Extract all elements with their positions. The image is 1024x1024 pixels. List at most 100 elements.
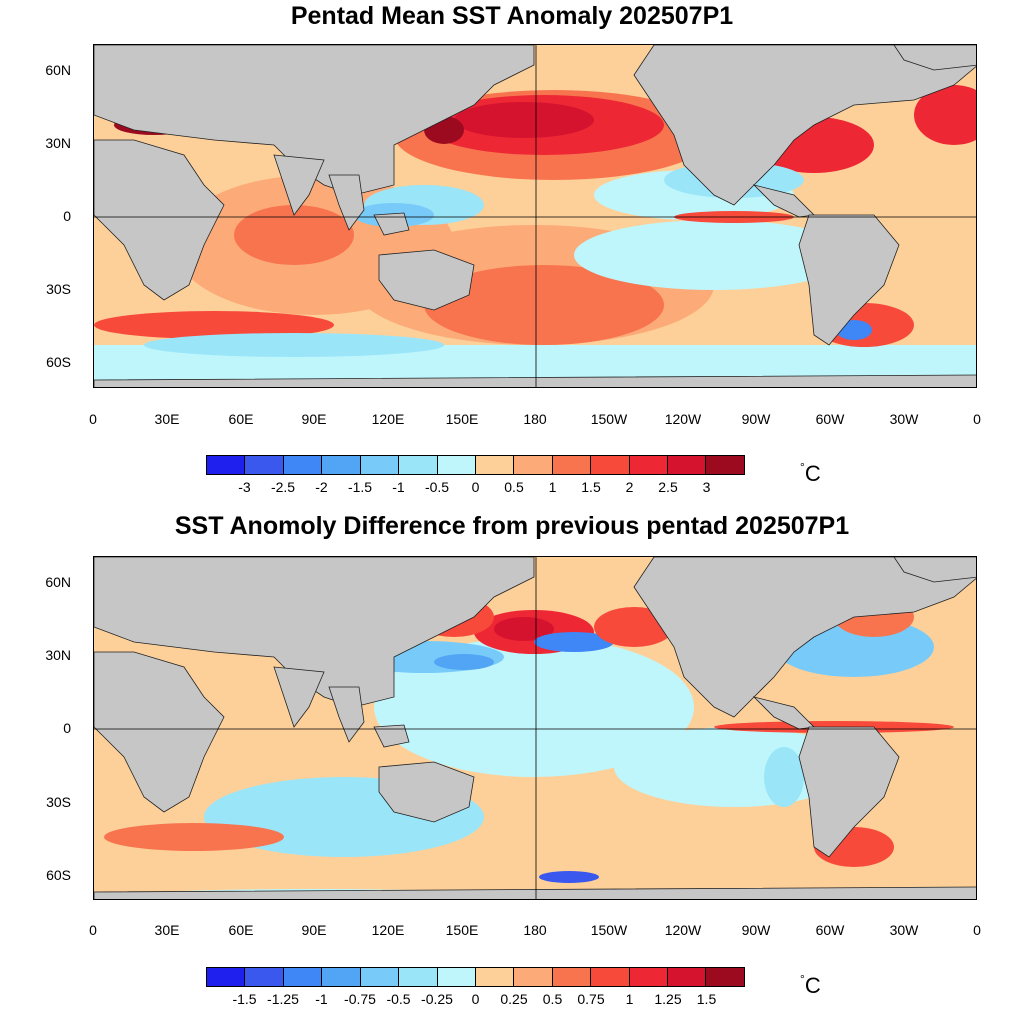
x-axis-label: 150W <box>590 922 628 938</box>
x-axis-label: 30E <box>154 922 180 938</box>
colorbar-tick-label: -0.25 <box>421 991 453 1007</box>
colorbar-tick-label: -0.75 <box>344 991 376 1007</box>
colorbar-top <box>206 455 745 475</box>
y-axis-label: 0 <box>63 208 71 224</box>
colorbar-tick-label: -3 <box>238 479 251 495</box>
y-axis-label: 60N <box>45 574 71 590</box>
y-axis-label: 60S <box>46 867 71 883</box>
x-axis-label: 30W <box>889 411 919 427</box>
colorbar-bottom <box>206 967 745 987</box>
colorbar-swatch <box>399 456 438 474</box>
x-axis-label: 0 <box>89 411 97 427</box>
land-masses <box>94 45 976 387</box>
colorbar-swatch <box>629 968 669 986</box>
land-masses <box>94 557 976 899</box>
colorbar-swatch <box>283 456 323 474</box>
colorbar-tick-label: 0.5 <box>504 479 524 495</box>
colorbar-tick-label: -1 <box>315 991 328 1007</box>
sst-difference-map-canvas <box>94 557 976 899</box>
x-axis-label: 60W <box>815 411 845 427</box>
unit-label-bottom: °C <box>800 972 821 998</box>
colorbar-swatch <box>668 456 707 474</box>
y-axis-label: 0 <box>63 720 71 736</box>
colorbar-tick-label: -0.5 <box>386 991 411 1007</box>
colorbar-swatch <box>514 456 553 474</box>
colorbar-swatch <box>360 456 400 474</box>
colorbar-swatch <box>245 456 284 474</box>
x-axis-label: 150E <box>445 411 479 427</box>
colorbar-swatch <box>207 456 246 474</box>
map-title-top: Pentad Mean SST Anomaly 202507P1 <box>290 2 734 30</box>
colorbar-tick-label: -0.5 <box>424 479 450 495</box>
colorbar-tick-label: 0.25 <box>500 991 528 1007</box>
x-axis-label: 30W <box>889 922 919 938</box>
map-title-bottom: SST Anomoly Difference from previous pen… <box>174 512 850 540</box>
colorbar-swatch <box>552 968 592 986</box>
colorbar-tick-label: 1.25 <box>654 991 682 1007</box>
y-axis-label: 30N <box>45 135 71 151</box>
x-axis-label: 180 <box>523 922 547 938</box>
x-axis-label: 120E <box>371 411 405 427</box>
y-axis-label: 60N <box>45 62 71 78</box>
colorbar-swatch <box>437 968 476 986</box>
sst-anomaly-map <box>93 44 977 388</box>
colorbar-swatch <box>591 968 630 986</box>
colorbar-tick-label: 1 <box>548 479 557 495</box>
colorbar-swatch <box>207 968 246 986</box>
x-axis-label: 30E <box>154 411 180 427</box>
colorbar-tick-label: 1.5 <box>581 479 601 495</box>
x-axis-label: 0 <box>89 922 97 938</box>
x-axis-label: 60W <box>815 922 845 938</box>
colorbar-tick-label: 1 <box>625 991 634 1007</box>
x-axis-label: 60E <box>228 922 254 938</box>
colorbar-swatch <box>437 456 476 474</box>
x-axis-label: 0 <box>973 922 981 938</box>
colorbar-swatch <box>706 456 744 474</box>
colorbar-swatch <box>514 968 553 986</box>
y-axis-label: 60S <box>46 354 71 370</box>
colorbar-tick-label: 0 <box>471 991 480 1007</box>
colorbar-tick-label: -2 <box>315 479 328 495</box>
colorbar-swatch <box>629 456 669 474</box>
colorbar-swatch <box>591 456 630 474</box>
x-axis-label: 180 <box>523 411 547 427</box>
x-axis-label: 150E <box>445 922 479 938</box>
x-axis-label: 90W <box>741 411 771 427</box>
colorbar-tick-label: 2.5 <box>658 479 678 495</box>
colorbar-swatch <box>360 968 400 986</box>
y-axis-label: 30S <box>46 794 71 810</box>
colorbar-tick-label: 2 <box>625 479 634 495</box>
colorbar-swatch <box>668 968 707 986</box>
sst-difference-map <box>93 556 977 900</box>
colorbar-tick-label: 0.5 <box>542 991 563 1007</box>
colorbar-tick-label: 0 <box>471 479 480 495</box>
colorbar-swatch <box>399 968 438 986</box>
x-axis-label: 0 <box>973 411 981 427</box>
colorbar-tick-label: -2.5 <box>270 479 296 495</box>
y-axis-label: 30S <box>46 281 71 297</box>
colorbar-tick-label: 1.5 <box>696 991 717 1007</box>
y-axis-label: 30N <box>45 647 71 663</box>
colorbar-tick-label: 0.75 <box>577 991 605 1007</box>
x-axis-label: 120E <box>371 922 405 938</box>
unit-label-top: °C <box>800 460 821 486</box>
colorbar-swatch <box>283 968 323 986</box>
colorbar-tick-label: -1.25 <box>267 991 299 1007</box>
x-axis-label: 90W <box>741 922 771 938</box>
colorbar-swatch <box>552 456 592 474</box>
colorbar-swatch <box>245 968 284 986</box>
colorbar-swatch <box>475 968 515 986</box>
colorbar-tick-label: -1 <box>392 479 405 495</box>
colorbar-swatch <box>706 968 744 986</box>
x-axis-label: 150W <box>590 411 628 427</box>
x-axis-label: 120W <box>664 922 702 938</box>
colorbar-tick-label: -1.5 <box>347 479 373 495</box>
colorbar-swatch <box>322 968 361 986</box>
colorbar-tick-label: -1.5 <box>232 991 257 1007</box>
x-axis-label: 120W <box>664 411 702 427</box>
colorbar-tick-label: 3 <box>702 479 711 495</box>
sst-anomaly-map-canvas <box>94 45 976 387</box>
colorbar-swatch <box>475 456 515 474</box>
x-axis-label: 60E <box>228 411 254 427</box>
x-axis-label: 90E <box>301 411 327 427</box>
